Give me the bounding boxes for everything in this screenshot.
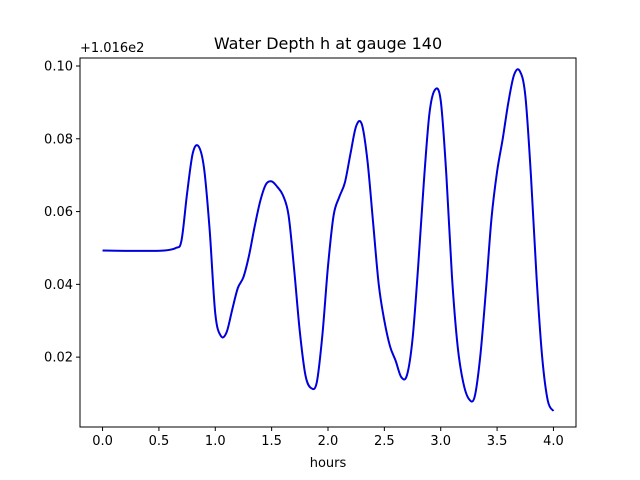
- series-line-0: [102, 68, 555, 412]
- x-tick-label: 0.0: [92, 434, 113, 449]
- y-axis-offset-label: +1.016e2: [80, 41, 144, 56]
- x-tick-label: 2.0: [318, 434, 339, 449]
- x-axis-label: hours: [310, 456, 347, 471]
- x-tick-label: 1.5: [261, 434, 282, 449]
- y-tick-label: 0.06: [44, 205, 73, 220]
- y-tick-label: 0.02: [44, 351, 73, 366]
- x-tick-label: 3.0: [430, 434, 451, 449]
- y-tick-label: 0.04: [44, 278, 73, 293]
- plot-frame: [79, 57, 577, 428]
- chart-title: Water Depth h at gauge 140: [214, 34, 442, 53]
- y-tick-label: 0.10: [44, 60, 73, 75]
- x-tick-label: 2.5: [374, 434, 395, 449]
- x-tick-label: 3.5: [487, 434, 508, 449]
- x-tick-label: 4.0: [543, 434, 564, 449]
- x-tick-label: 0.5: [149, 434, 170, 449]
- y-tick-label: 0.08: [44, 132, 73, 147]
- plot-area: [102, 68, 555, 412]
- axis-ticks: 0.0 0.5 1.0 1.5 2.0 2.5 3.0 3.5 4.0 0.02 0.04 0.06 0…: [44, 60, 564, 449]
- x-tick-label: 1.0: [205, 434, 226, 449]
